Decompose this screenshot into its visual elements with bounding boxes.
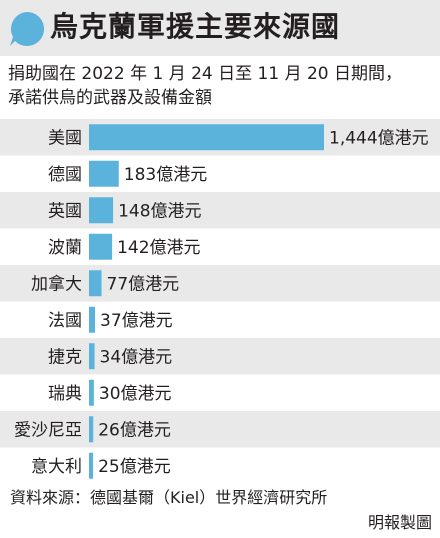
- value-label: 1,444億港元: [329, 128, 429, 148]
- category-label: 德國: [48, 165, 82, 185]
- row-shade: [0, 411, 440, 448]
- value-label: 142億港元: [117, 238, 200, 258]
- category-label: 加拿大: [31, 273, 82, 294]
- value-label: 37億港元: [100, 311, 173, 331]
- bar: [89, 379, 94, 406]
- category-label: 瑞典: [48, 384, 82, 404]
- bar: [89, 452, 94, 479]
- bar: [89, 160, 119, 187]
- source-note: 資料來源：德國基爾（Kiel）世界經濟研究所: [10, 488, 328, 507]
- value-label: 148億港元: [118, 201, 201, 221]
- value-label: 34億港元: [100, 347, 173, 367]
- value-label: 30億港元: [99, 384, 172, 404]
- category-label: 英國: [48, 201, 82, 221]
- bar: [89, 343, 95, 370]
- bar: [89, 306, 96, 333]
- speech-bubble-icon: [10, 11, 45, 46]
- value-label: 25億港元: [98, 457, 171, 477]
- bar: [89, 197, 114, 224]
- category-label: 美國: [48, 128, 82, 148]
- category-label: 愛沙尼亞: [14, 420, 82, 440]
- chart-title: 烏克蘭軍援主要來源國: [50, 10, 341, 43]
- row-shade: [0, 265, 440, 302]
- credit-note: 明報製圖: [367, 513, 432, 532]
- category-label: 波蘭: [48, 238, 82, 258]
- chart-subtitle: 捐助國在 2022 年 1 月 24 日至 11 月 20 日期間， 承諾供烏的…: [8, 62, 436, 110]
- subtitle-line-1: 捐助國在 2022 年 1 月 24 日至 11 月 20 日期間，: [8, 64, 403, 84]
- header-band: 烏克蘭軍援主要來源國: [0, 0, 440, 56]
- subtitle-line-2: 承諾供烏的武器及設備金額: [8, 88, 212, 108]
- bar: [89, 124, 324, 151]
- category-label: 意大利: [31, 457, 82, 477]
- row-shade: [0, 338, 440, 375]
- bar: [89, 233, 113, 260]
- category-label: 法國: [48, 311, 82, 331]
- value-label: 183億港元: [124, 165, 207, 185]
- value-label: 77億港元: [107, 274, 180, 294]
- row-shade: [0, 192, 440, 229]
- bar: [89, 416, 94, 443]
- category-label: 捷克: [48, 347, 82, 367]
- bar: [89, 270, 102, 297]
- value-label: 26億港元: [98, 420, 171, 440]
